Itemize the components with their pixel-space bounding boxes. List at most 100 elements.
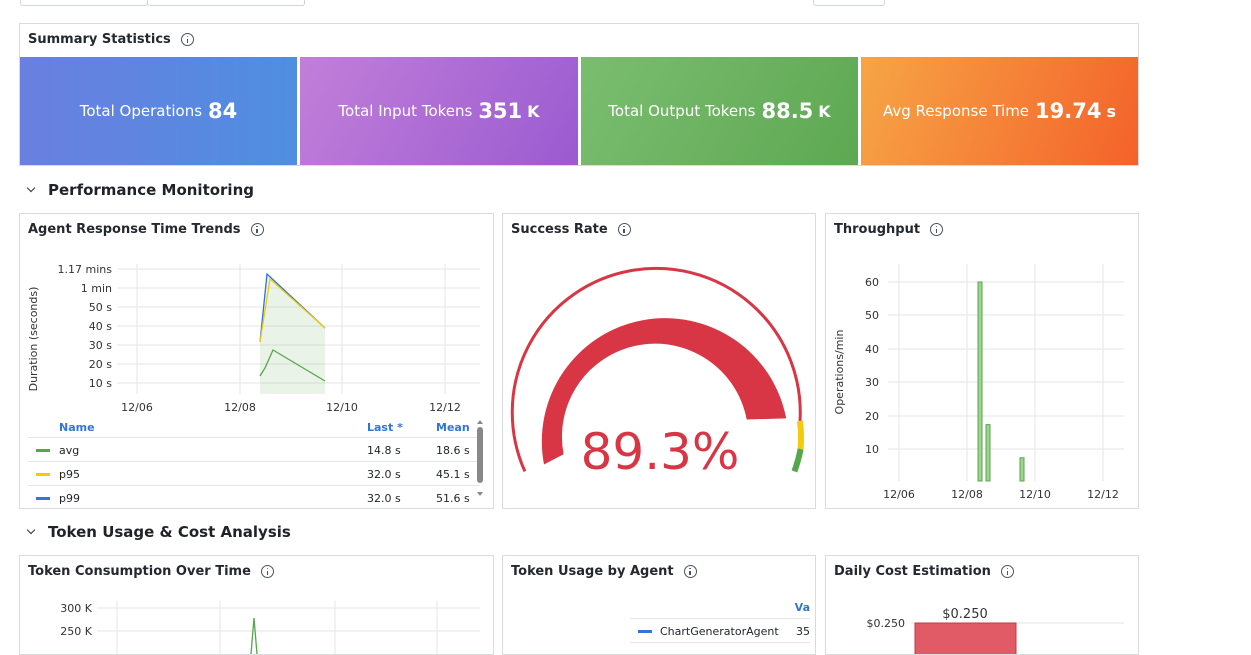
throughput-bar <box>985 424 991 482</box>
legend-row-p99[interactable]: p99 32.0 s 51.6 s <box>28 486 480 508</box>
daily-cost-chart: $0.250 $0.250 <box>867 607 1124 654</box>
legend-last: 32.0 s <box>367 468 401 481</box>
success-rate-panel: Success Rate 89.3% <box>502 213 816 509</box>
gauge-value-arc <box>541 318 787 465</box>
response-time-ylabel: Duration (seconds) <box>27 287 40 392</box>
token-series-line <box>250 617 258 654</box>
legend-mean: 51.6 s <box>436 492 470 505</box>
success-rate-value: 89.3% <box>581 423 740 481</box>
legend-name: p95 <box>59 468 80 481</box>
throughput-bar <box>977 281 983 482</box>
legend-mean: 18.6 s <box>436 444 470 457</box>
x-tick: 12/12 <box>1087 488 1119 501</box>
stat-card-total-input-tokens: Total Input Tokens 351 K <box>300 57 578 165</box>
view-control[interactable] <box>813 0 885 6</box>
cost-bar <box>914 622 1017 654</box>
y-tick: 30 s <box>89 339 112 352</box>
y-tick: 250 K <box>60 625 92 638</box>
legend-name: avg <box>59 444 80 457</box>
y-tick: 300 K <box>60 602 92 615</box>
x-tick: 12/06 <box>121 401 153 414</box>
token-consumption-title: Token Consumption Over Time <box>28 564 274 579</box>
x-tick: 12/10 <box>326 401 358 414</box>
section-performance-monitoring[interactable]: Performance Monitoring <box>26 181 254 199</box>
section-token-usage-cost[interactable]: Token Usage & Cost Analysis <box>26 523 291 541</box>
throughput-grid <box>888 264 1124 481</box>
response-time-trends-title: Agent Response Time Trends <box>28 222 264 237</box>
daily-cost-panel: Daily Cost Estimation $0.250 $0.250 <box>825 555 1139 655</box>
success-rate-title: Success Rate <box>511 222 631 237</box>
x-tick: 12/10 <box>1019 488 1051 501</box>
chevron-down-icon[interactable] <box>26 183 36 193</box>
stat-card-avg-response-time: Avg Response Time 19.74 s <box>861 57 1138 165</box>
legend-last: 32.0 s <box>367 492 401 505</box>
legend-color-p99 <box>36 497 50 500</box>
agent-legend-header: Va <box>630 601 810 619</box>
y-tick: 1.17 mins <box>58 263 113 276</box>
response-time-chart: Duration (seconds) 1.17 mins 1 min 50 s … <box>27 263 480 414</box>
x-tick: 12/08 <box>951 488 983 501</box>
info-icon[interactable] <box>617 223 631 236</box>
chevron-down-icon[interactable] <box>26 525 36 535</box>
series-line-p95 <box>259 277 326 343</box>
y-tick: 40 <box>865 343 879 356</box>
response-time-grid <box>117 264 480 394</box>
response-time-trends-panel: Agent Response Time Trends Duration (sec… <box>19 213 494 509</box>
token-by-agent-panel: Token Usage by Agent Va ChartGeneratorAg… <box>502 555 816 655</box>
daily-cost-title: Daily Cost Estimation <box>834 564 1014 579</box>
info-icon[interactable] <box>180 33 194 46</box>
legend-row-p95[interactable]: p95 32.0 s 45.1 s <box>28 462 480 486</box>
info-icon[interactable] <box>930 223 944 236</box>
y-tick: 50 s <box>89 301 112 314</box>
agent-legend-value: 35 <box>796 625 810 638</box>
info-icon[interactable] <box>1000 565 1014 578</box>
bar-value-label: $0.250 <box>942 607 988 622</box>
y-tick: 40 s <box>89 320 112 333</box>
agent-legend-name: ChartGeneratorAgent <box>660 625 779 638</box>
stat-card-total-operations: Total Operations 84 <box>20 57 297 165</box>
throughput-panel: Throughput Operations/min 60 50 40 30 20… <box>825 213 1139 509</box>
legend-color-p95 <box>36 473 50 476</box>
refresh-control[interactable] <box>147 0 305 6</box>
legend-scrollbar[interactable] <box>476 420 484 502</box>
y-tick: $0.250 <box>867 617 906 630</box>
y-tick: 10 s <box>89 377 112 390</box>
legend-header: Name Last * Mean <box>28 418 480 438</box>
token-consumption-chart: 300 K 250 K <box>60 601 480 654</box>
token-consumption-panel: Token Consumption Over Time 300 K 250 K <box>19 555 494 655</box>
throughput-ylabel: Operations/min <box>833 330 846 415</box>
summary-statistics-title: Summary Statistics <box>28 32 194 47</box>
x-tick: 12/06 <box>883 488 915 501</box>
y-tick: 1 min <box>81 282 112 295</box>
series-line-avg <box>259 349 326 382</box>
legend-header-last[interactable]: Last * <box>367 421 403 434</box>
throughput-chart: Operations/min 60 50 40 30 20 10 12/06 1… <box>833 264 1124 501</box>
stat-card-total-output-tokens: Total Output Tokens 88.5 K <box>581 57 858 165</box>
legend-header-name[interactable]: Name <box>59 421 95 434</box>
legend-header-mean[interactable]: Mean <box>436 421 470 434</box>
gauge-threshold-green <box>791 448 804 473</box>
agent-legend-value-header[interactable]: Va <box>794 601 810 614</box>
throughput-title: Throughput <box>834 222 944 237</box>
x-tick: 12/12 <box>429 401 461 414</box>
legend-name: p99 <box>59 492 80 505</box>
gauge-threshold-yellow <box>797 420 804 450</box>
legend-mean: 45.1 s <box>436 468 470 481</box>
response-area-fill <box>260 274 325 394</box>
time-range-control[interactable] <box>20 0 148 6</box>
scrollbar-thumb[interactable] <box>477 427 483 483</box>
scroll-up-icon[interactable] <box>477 420 483 424</box>
info-icon[interactable] <box>250 223 264 236</box>
success-rate-gauge: 89.3% <box>510 266 804 481</box>
agent-legend-row[interactable]: ChartGeneratorAgent 35 <box>630 619 810 643</box>
legend-last: 14.8 s <box>367 444 401 457</box>
legend-color-avg <box>36 449 50 452</box>
y-tick: 20 s <box>89 358 112 371</box>
throughput-bar <box>1019 457 1025 482</box>
x-tick: 12/08 <box>224 401 256 414</box>
legend-row-avg[interactable]: avg 14.8 s 18.6 s <box>28 438 480 462</box>
token-by-agent-title: Token Usage by Agent <box>511 564 697 579</box>
info-icon[interactable] <box>683 565 697 578</box>
scroll-down-icon[interactable] <box>477 492 483 496</box>
info-icon[interactable] <box>260 565 274 578</box>
